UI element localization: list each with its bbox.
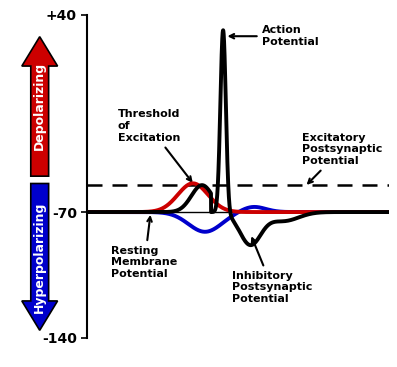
Text: Excitatory
Postsynaptic
Potential: Excitatory Postsynaptic Potential xyxy=(302,132,382,183)
Polygon shape xyxy=(22,37,58,176)
Text: Resting
Membrane
Potential: Resting Membrane Potential xyxy=(112,217,178,279)
Polygon shape xyxy=(22,184,58,330)
Text: Hyperpolarizing: Hyperpolarizing xyxy=(33,201,46,313)
Text: Action
Potential: Action Potential xyxy=(230,25,319,47)
Text: Threshold
of
Excitation: Threshold of Excitation xyxy=(118,109,191,181)
Text: Inhibitory
Postsynaptic
Potential: Inhibitory Postsynaptic Potential xyxy=(232,238,312,304)
Text: Depolarizing: Depolarizing xyxy=(33,62,46,150)
